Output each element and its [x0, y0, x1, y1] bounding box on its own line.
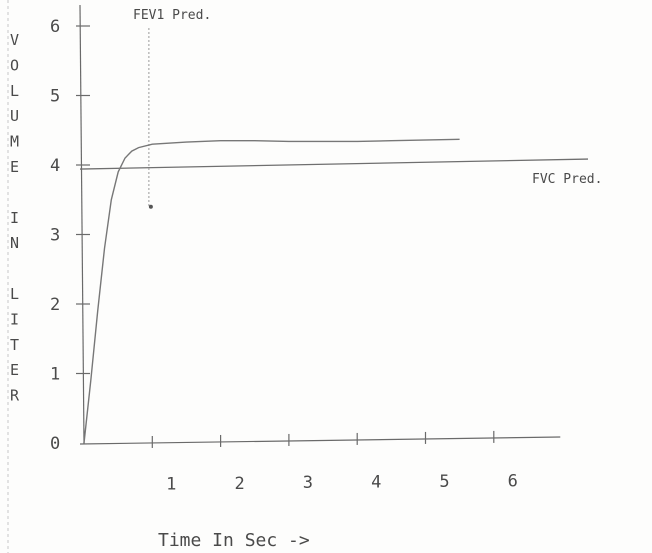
x-tick-label: 5: [439, 472, 449, 492]
y-axis-label-letter: L: [10, 82, 19, 100]
y-tick-label: 0: [50, 434, 60, 454]
y-axis-label-letter: I: [10, 209, 19, 227]
x-tick-label: 3: [303, 473, 313, 493]
y-tick-label: 3: [50, 226, 60, 246]
y-axis-label-letter: L: [10, 285, 19, 303]
y-axis-label-letter: E: [10, 361, 19, 379]
x-tick-label: 1: [166, 474, 176, 494]
y-axis-label-letter: R: [10, 387, 20, 405]
x-tick-label: 4: [371, 473, 381, 493]
x-axis-label: Time In Sec ->: [158, 530, 310, 551]
x-tick-label: 2: [234, 474, 244, 494]
x-axis-line: [79, 436, 561, 445]
y-axis-label-letter: M: [10, 133, 19, 151]
y-axis-line: [79, 4, 85, 445]
fvc-pred-line: [79, 158, 589, 170]
y-axis-label-letter: N: [10, 234, 19, 252]
y-axis-label-letter: E: [10, 158, 19, 176]
fev1-pred-label: FEV1 Pred.: [133, 8, 211, 23]
y-tick-label: 1: [50, 365, 60, 385]
volume-time-curve: [83, 138, 460, 444]
y-tick-label: 5: [50, 87, 60, 107]
fev1-pred-marker: [148, 204, 153, 209]
y-tick-label: 6: [50, 17, 60, 37]
y-ticks: 0 1 2 3 4 5 6: [50, 17, 90, 454]
y-tick-label: 4: [50, 156, 60, 176]
fvc-pred-label: FVC Pred.: [532, 172, 602, 187]
x-tick-label: 6: [508, 471, 518, 491]
y-axis-label-letter: U: [10, 107, 19, 125]
axes: [79, 4, 561, 445]
y-axis-label-letter: T: [10, 336, 19, 354]
x-ticks: 1 2 3 4 5 6: [151, 430, 518, 494]
y-axis-label-letter: I: [10, 310, 19, 328]
y-tick-label: 2: [50, 295, 60, 315]
y-axis-label-letter: V: [10, 31, 19, 49]
y-axis-label-letter: O: [10, 56, 19, 74]
series: [83, 138, 460, 444]
reference-lines: FVC Pred. FEV1 Pred.: [79, 8, 602, 209]
